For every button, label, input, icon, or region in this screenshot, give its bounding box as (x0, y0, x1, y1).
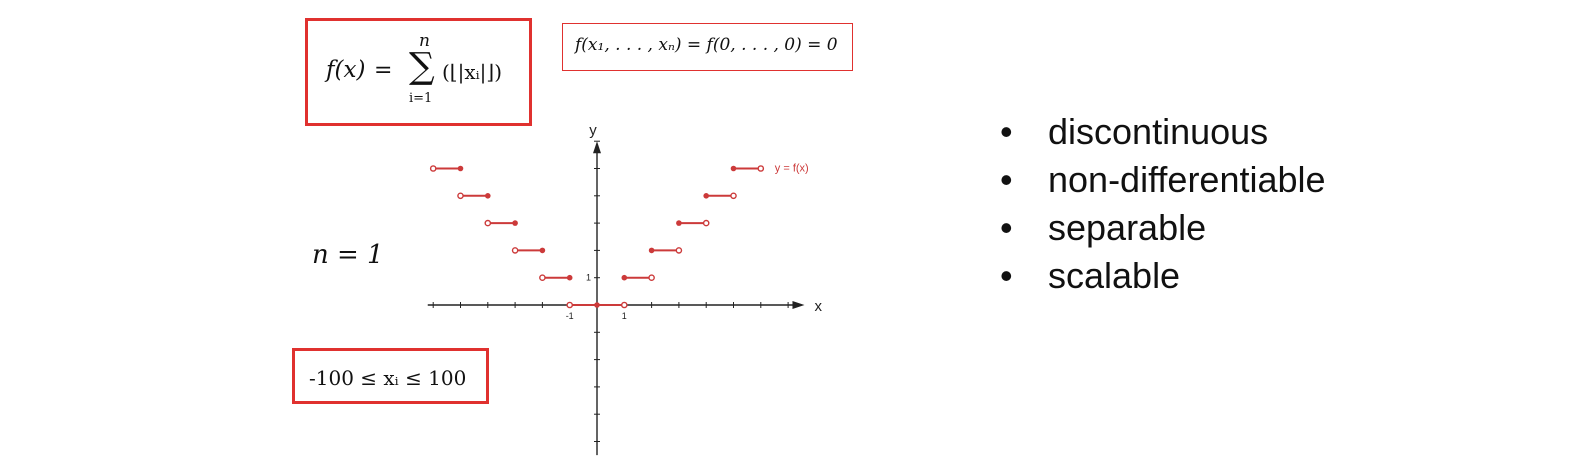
global-optimum-text: f(x₁, . . . , xₙ) = f(0, . . . , 0) = 0 (575, 35, 838, 55)
y-tick-label: 1 (586, 273, 591, 283)
property-separable: separable (1000, 204, 1330, 252)
step-segment (703, 192, 737, 200)
closed-endpoint (512, 220, 518, 226)
property-discontinuous: discontinuous (1000, 108, 1330, 156)
step-segment (457, 192, 491, 200)
formula-term: (⌊|xᵢ|⌋) (442, 60, 502, 84)
x-axis-label: x (814, 298, 822, 315)
open-endpoint (511, 247, 519, 254)
x-tick-label: 1 (622, 311, 627, 321)
closed-endpoint (703, 193, 709, 199)
step-function-chart: x y -1 1 1 y = f(x) (427, 122, 823, 456)
property-scalable: scalable (1000, 252, 1330, 300)
step-segment (676, 219, 710, 227)
step-segment (511, 247, 546, 254)
properties-list: discontinuous non-differentiable separab… (1000, 108, 1330, 300)
formula-equals: = (374, 58, 393, 83)
step-segment (539, 274, 573, 281)
step-segment (594, 301, 628, 309)
step-segment (730, 165, 765, 172)
step-segment (566, 301, 597, 309)
formula-box: f(x) = n ∑ i=1 (⌊|xᵢ|⌋) (305, 18, 532, 126)
step-series (429, 165, 765, 309)
open-endpoint (484, 219, 492, 227)
legend-label: y = f(x) (775, 163, 809, 175)
y-axis-label: y (589, 122, 597, 139)
global-optimum-box: f(x₁, . . . , xₙ) = f(0, . . . , 0) = 0 (562, 23, 853, 71)
closed-endpoint (566, 274, 573, 281)
domain-box: -100 ≤ xᵢ ≤ 100 (292, 348, 489, 404)
open-endpoint (539, 274, 546, 281)
step-segment (621, 274, 655, 281)
open-endpoint (429, 165, 437, 172)
n-label: n = 1 (312, 240, 384, 270)
closed-endpoint (730, 165, 737, 172)
open-endpoint (675, 247, 683, 254)
closed-endpoint (485, 193, 491, 199)
sum-upper-limit: n (419, 31, 430, 51)
closed-endpoint (621, 274, 628, 281)
open-endpoint (730, 192, 737, 200)
x-tick-label: -1 (566, 311, 574, 321)
sum-symbol: ∑ (409, 46, 435, 87)
open-endpoint (566, 301, 573, 309)
open-endpoint (648, 274, 655, 281)
closed-endpoint (594, 302, 600, 308)
step-segment (484, 219, 518, 227)
step-segment (648, 247, 683, 254)
open-endpoint (757, 165, 765, 172)
sum-lower-limit: i=1 (409, 91, 433, 106)
closed-endpoint (457, 165, 464, 172)
step-segment (429, 165, 464, 172)
formula-lhs: f(x) (326, 57, 366, 83)
axes (427, 140, 805, 456)
property-non-differentiable: non-differentiable (1000, 156, 1330, 204)
chart-labels: x y -1 1 1 y = f(x) (566, 122, 823, 321)
closed-endpoint (648, 247, 655, 254)
closed-endpoint (676, 220, 682, 226)
x-axis-arrow (792, 301, 805, 309)
y-axis-arrow (593, 141, 601, 154)
open-endpoint (702, 219, 710, 227)
closed-endpoint (539, 247, 546, 254)
domain-text: -100 ≤ xᵢ ≤ 100 (309, 366, 467, 390)
open-endpoint (457, 192, 464, 200)
open-endpoint (620, 301, 628, 309)
